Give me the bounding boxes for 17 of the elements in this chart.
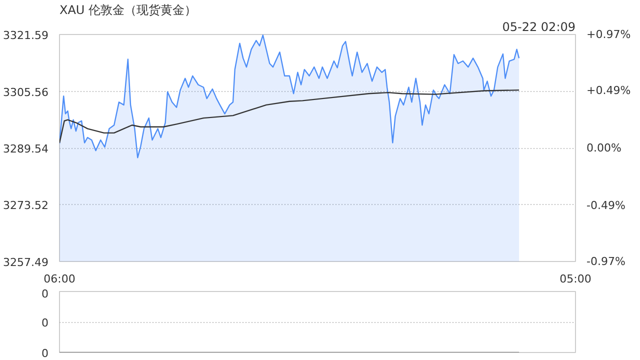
y-tick-label: 3273.52 (3, 199, 49, 212)
y-tick-label: 0 (42, 288, 48, 300)
y2-tick-label: 0.00% (586, 142, 622, 154)
y-tick-label: 3305.56 (3, 86, 49, 99)
x-tick-label: 05:00 (560, 272, 592, 286)
text: 05-22 02:09 (502, 20, 576, 34)
y-tick-label: 3321.59 (3, 29, 49, 42)
y2-tick-label: -0.97% (586, 255, 626, 268)
x-tick-label: 06:00 (44, 272, 76, 286)
y-tick-label: 0 (42, 347, 48, 360)
chart-title: XAU 伦敦金（现货黄金） (60, 3, 197, 17)
y2-tick-label: +0.49% (586, 84, 631, 98)
y-tick-label: 3257.49 (3, 256, 49, 269)
y-tick-label: 0 (42, 316, 48, 330)
y2-tick-label: +0.97% (586, 28, 631, 41)
y-tick-label: 3289.54 (3, 142, 49, 156)
y2-tick-label: -0.49% (586, 198, 626, 212)
